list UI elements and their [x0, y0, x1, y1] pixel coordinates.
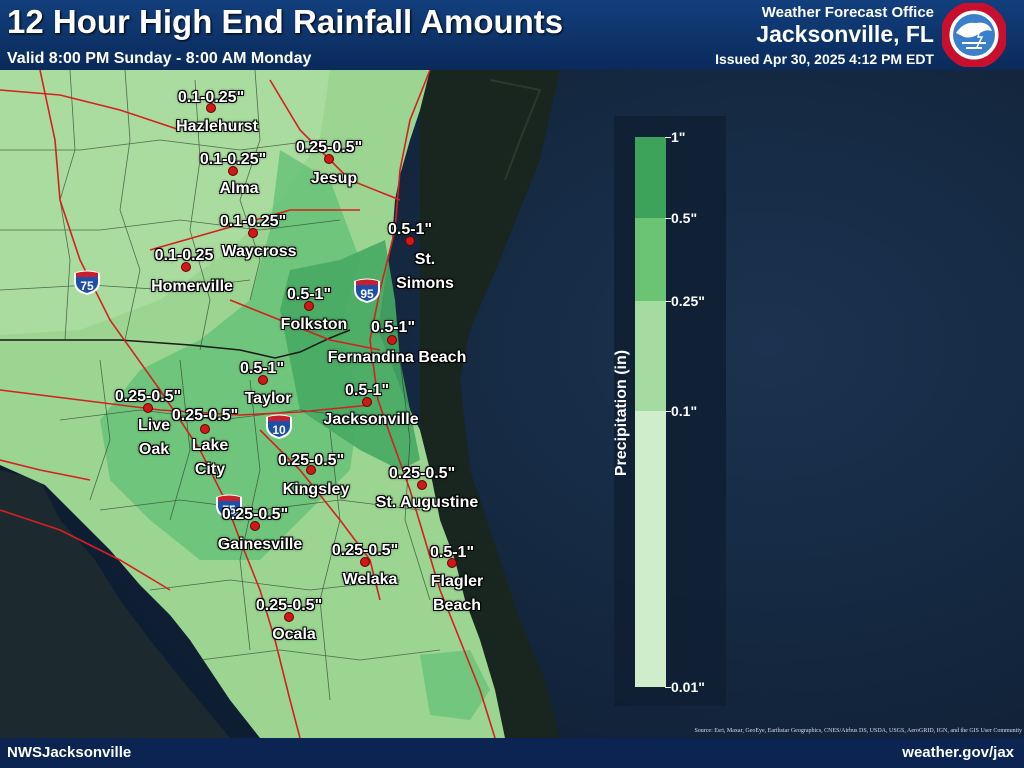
rainfall-amount-label: 0.25-0.5"	[388, 465, 456, 482]
interstate-shield-icon: 75	[216, 494, 242, 519]
legend-tick	[665, 301, 671, 302]
city-marker-dot	[405, 236, 415, 246]
city-name-label: Flagler Beach	[430, 573, 484, 614]
legend-color-swatch	[635, 137, 666, 218]
rainfall-amount-label: 0.5-1"	[429, 544, 475, 561]
city-marker-dot	[250, 521, 260, 531]
city-name-label: Jesup	[310, 170, 358, 187]
highway-number: 75	[222, 503, 236, 517]
city-name-label: Fernandina Beach	[327, 349, 467, 366]
legend-tick-label: 0.5"	[671, 210, 698, 226]
city-marker-dot	[324, 154, 334, 164]
legend-tick-label: 0.1"	[671, 403, 698, 419]
city-marker-dot	[206, 103, 216, 113]
legend-tick	[665, 137, 671, 138]
legend-tick	[665, 218, 671, 219]
rainfall-amount-label: 0.5-1"	[370, 319, 416, 336]
city-marker-dot	[248, 228, 258, 238]
city-marker-dot	[200, 424, 210, 434]
city-marker-dot	[143, 403, 153, 413]
city-name-label: Live Oak	[137, 417, 171, 458]
city-marker-dot	[306, 465, 316, 475]
rainfall-amount-label: 0.1-0.25	[154, 247, 214, 264]
city-name-label: Jacksonville	[323, 411, 419, 428]
rainfall-amount-label: 0.25-0.5"	[255, 597, 323, 614]
rainfall-amount-label: 0.1-0.25"	[177, 89, 245, 106]
city-name-label: Folkston	[280, 316, 348, 333]
valid-period: Valid 8:00 PM Sunday - 8:00 AM Monday	[7, 50, 312, 67]
city-name-label: Alma	[219, 180, 259, 197]
rainfall-amount-label: 0.1-0.25"	[219, 213, 287, 230]
city-marker-dot	[387, 335, 397, 345]
legend-color-swatch	[635, 218, 666, 301]
city-marker-dot	[284, 612, 294, 622]
rainfall-amount-label: 0.25-0.5"	[171, 407, 239, 424]
issued-time: Issued Apr 30, 2025 4:12 PM EDT	[715, 51, 934, 67]
rainfall-amount-label: 0.25-0.5"	[331, 542, 399, 559]
city-marker-dot	[447, 558, 457, 568]
highway-number: 75	[80, 279, 94, 293]
city-name-label: Hazlehurst	[176, 118, 258, 135]
city-marker-dot	[360, 557, 370, 567]
legend-color-swatch	[635, 411, 666, 687]
office-label: Weather Forecast Office	[761, 4, 934, 21]
legend-tick-label: 0.25"	[671, 293, 705, 309]
footer-social-handle[interactable]: NWSJacksonville	[7, 744, 132, 761]
city-name-label: Waycross	[221, 243, 297, 260]
footer-website-link[interactable]: weather.gov/jax	[902, 744, 1014, 761]
legend-tick-label: 1"	[671, 129, 686, 145]
rainfall-amount-label: 0.25-0.5"	[295, 139, 363, 156]
city-name-label: Gainesville	[217, 536, 303, 553]
legend-color-swatch	[635, 301, 666, 411]
legend-tick	[665, 687, 671, 688]
rainfall-amount-label: 0.5-1"	[344, 382, 390, 399]
city-marker-dot	[304, 301, 314, 311]
city-marker-dot	[228, 166, 238, 176]
rainfall-amount-label: 0.25-0.5"	[221, 506, 289, 523]
legend-tick-label: 0.01"	[671, 679, 705, 695]
city-marker-dot	[181, 262, 191, 272]
highway-number: 95	[360, 287, 374, 301]
header-bar	[0, 0, 1024, 70]
rainfall-amount-label: 0.5-1"	[286, 286, 332, 303]
city-name-label: Taylor	[244, 390, 292, 407]
city-marker-dot	[417, 480, 427, 490]
page-title: 12 Hour High End Rainfall Amounts	[7, 3, 564, 40]
interstate-shield-icon: 75	[74, 270, 100, 295]
city-name-label: Kingsley	[282, 481, 350, 498]
city-marker-dot	[258, 375, 268, 385]
rainfall-amount-label: 0.5-1"	[387, 221, 433, 238]
interstate-shield-icon: 95	[354, 278, 380, 303]
interstate-shield-icon: 10	[266, 414, 292, 439]
nws-logo-icon	[942, 3, 1006, 67]
city-name-label: Lake City	[191, 437, 229, 478]
footer-bar: NWSJacksonville weather.gov/jax	[0, 738, 1024, 768]
highway-number: 10	[272, 423, 286, 437]
rainfall-amount-label: 0.1-0.25"	[199, 151, 267, 168]
city-name-label: Homerville	[151, 278, 233, 295]
city-name-label: Ocala	[272, 626, 316, 643]
rainfall-amount-label: 0.25-0.5"	[277, 452, 345, 469]
office-city: Jacksonville, FL	[756, 21, 934, 47]
city-name-label: Welaka	[342, 571, 398, 588]
legend-tick	[665, 411, 671, 412]
rainfall-amount-label: 0.25-0.5"	[114, 388, 182, 405]
city-name-label: St. Simons	[396, 251, 454, 292]
rainfall-amount-label: 0.5-1"	[239, 360, 285, 377]
city-marker-dot	[362, 397, 372, 407]
city-name-label: St. Augustine	[375, 494, 479, 511]
map-source-credit: Source: Esri, Maxar, GeoEye, Earthstar G…	[694, 728, 1022, 734]
